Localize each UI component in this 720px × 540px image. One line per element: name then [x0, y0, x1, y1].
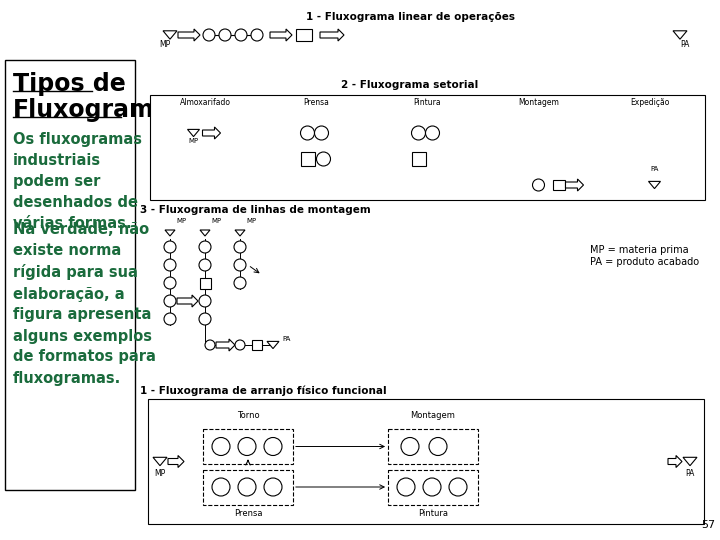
Polygon shape [168, 456, 184, 468]
Text: 1 - Fluxograma de arranjo físico funcional: 1 - Fluxograma de arranjo físico funcion… [140, 385, 387, 395]
Polygon shape [200, 230, 210, 236]
Circle shape [205, 340, 215, 350]
Circle shape [235, 29, 247, 41]
Circle shape [212, 437, 230, 456]
Circle shape [238, 478, 256, 496]
Bar [252, 340, 262, 350]
Bar [148, 399, 704, 524]
Text: 2 - Fluxograma setorial: 2 - Fluxograma setorial [341, 80, 479, 90]
Text: Montagem: Montagem [410, 411, 456, 420]
Circle shape [238, 437, 256, 456]
Text: Tipos de: Tipos de [13, 72, 126, 96]
Polygon shape [320, 29, 344, 41]
Circle shape [397, 478, 415, 496]
Circle shape [401, 437, 419, 456]
Polygon shape [165, 230, 175, 236]
Circle shape [164, 295, 176, 307]
Circle shape [235, 340, 245, 350]
Text: PA: PA [680, 40, 690, 49]
Bar [300, 152, 315, 166]
Circle shape [203, 29, 215, 41]
Text: MP: MP [246, 218, 256, 224]
Polygon shape [267, 341, 279, 349]
Bar [5, 60, 135, 490]
Circle shape [234, 259, 246, 271]
Circle shape [212, 478, 230, 496]
Polygon shape [235, 230, 245, 236]
Circle shape [164, 259, 176, 271]
Circle shape [264, 478, 282, 496]
Circle shape [234, 277, 246, 289]
Circle shape [199, 313, 211, 325]
Polygon shape [216, 339, 235, 351]
Text: Prensa: Prensa [304, 98, 330, 107]
Text: MP: MP [159, 40, 171, 49]
Circle shape [199, 295, 211, 307]
Bar [199, 278, 210, 288]
Circle shape [219, 29, 231, 41]
Text: PA = produto acabado: PA = produto acabado [590, 257, 699, 267]
Text: MP: MP [211, 218, 221, 224]
Circle shape [533, 179, 544, 191]
Bar [150, 95, 705, 200]
Text: Expedição: Expedição [630, 98, 669, 107]
Polygon shape [673, 31, 687, 39]
Text: Na verdade, não
existe norma
rígida para sua
elaboração, a
figura apresenta
algu: Na verdade, não existe norma rígida para… [13, 222, 156, 386]
Circle shape [449, 478, 467, 496]
Polygon shape [565, 179, 583, 191]
Bar [203, 429, 293, 464]
Circle shape [426, 126, 439, 140]
Text: Torno: Torno [237, 411, 259, 420]
Circle shape [317, 152, 330, 166]
Circle shape [315, 126, 328, 140]
Text: Pintura: Pintura [418, 509, 448, 517]
Text: Fluxogramas: Fluxogramas [13, 98, 185, 122]
Circle shape [164, 277, 176, 289]
Polygon shape [649, 181, 660, 188]
Bar [296, 29, 312, 41]
Text: Pintura: Pintura [414, 98, 441, 107]
Polygon shape [270, 29, 292, 41]
Text: Os fluxogramas
industriais
podem ser
desenhados de
várias formas.: Os fluxogramas industriais podem ser des… [13, 132, 142, 231]
Polygon shape [163, 31, 177, 39]
Bar [388, 429, 478, 464]
Bar [203, 469, 293, 504]
Circle shape [251, 29, 263, 41]
Circle shape [199, 259, 211, 271]
Polygon shape [668, 456, 682, 468]
Polygon shape [153, 457, 167, 465]
Circle shape [199, 241, 211, 253]
Polygon shape [202, 127, 220, 139]
Polygon shape [177, 295, 198, 307]
Text: PA: PA [650, 166, 659, 172]
Bar [388, 469, 478, 504]
Polygon shape [683, 457, 697, 465]
Bar [552, 180, 564, 190]
Text: Prensa: Prensa [234, 509, 262, 517]
Text: PA: PA [685, 469, 695, 477]
Circle shape [264, 437, 282, 456]
Circle shape [423, 478, 441, 496]
Circle shape [164, 313, 176, 325]
Text: 3 - Fluxograma de linhas de montagem: 3 - Fluxograma de linhas de montagem [140, 205, 371, 215]
Text: PA: PA [282, 336, 290, 342]
Text: 57: 57 [701, 520, 715, 530]
Circle shape [429, 437, 447, 456]
Polygon shape [178, 29, 200, 41]
Circle shape [164, 241, 176, 253]
Text: 1 - Fluxograma linear de operações: 1 - Fluxograma linear de operações [305, 12, 515, 22]
Text: MP: MP [176, 218, 186, 224]
Text: MP = materia prima: MP = materia prima [590, 245, 688, 255]
Circle shape [234, 241, 246, 253]
Text: MP: MP [189, 138, 199, 144]
Polygon shape [187, 130, 199, 137]
Bar [412, 152, 426, 166]
Text: Montagem: Montagem [518, 98, 559, 107]
Circle shape [412, 126, 426, 140]
Circle shape [300, 126, 315, 140]
Text: Almoxarifado: Almoxarifado [180, 98, 231, 107]
Text: MP: MP [154, 469, 166, 477]
